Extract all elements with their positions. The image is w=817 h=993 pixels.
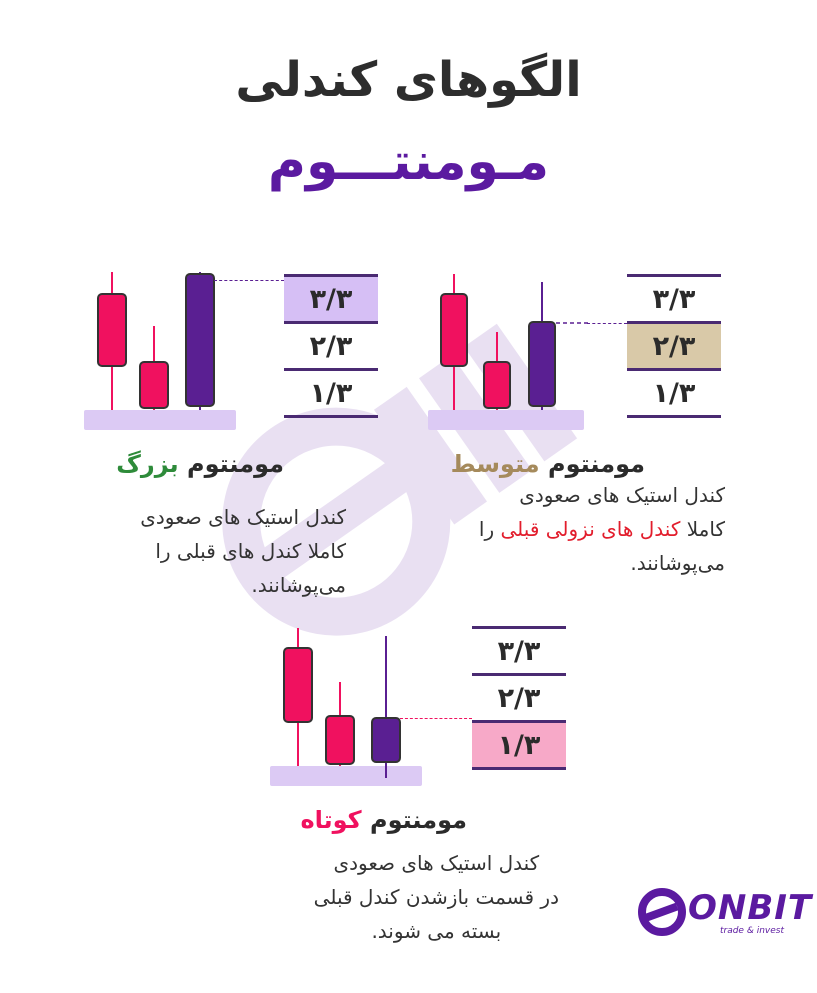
large-description: کندل استیک های صعودی کاملا کندل های قبلی… [140, 500, 346, 602]
desc-line: می‌پوشانند. [630, 551, 725, 575]
level-2-3: ۲/۳ [497, 682, 541, 714]
level-1-3: ۱/۳ [652, 377, 696, 409]
reference-line [214, 280, 284, 281]
desc-line: بسته می شوند. [371, 919, 502, 943]
bullish-candle [185, 273, 215, 407]
desc-line: کندل استیک های صعودی [519, 483, 725, 507]
bullish-candle [528, 321, 556, 407]
medium-description: کندل استیک های صعودی کاملا کندل های نزول… [479, 478, 725, 580]
bullish-candle [371, 717, 401, 763]
medium-levels-table: ۳/۳ ۲/۳ ۱/۳ [627, 274, 721, 418]
desc-line: کاملا کندل های قبلی را [155, 539, 346, 563]
level-2-3: ۲/۳ [309, 330, 353, 362]
page-subtitle: مـومنتـــوم [267, 132, 550, 192]
reference-line [400, 718, 472, 719]
level-1-3: ۱/۳ [309, 377, 353, 409]
desc-line: در قسمت بازشدن کندل قبلی [313, 885, 559, 909]
bearish-candle [283, 647, 313, 723]
medium-heading: مومنتوم متوسط [451, 450, 645, 478]
chart-base [84, 410, 236, 430]
level-2-3: ۲/۳ [627, 324, 721, 368]
page-title: الگوهای کندلی [235, 52, 582, 108]
bearish-candle [440, 293, 468, 367]
short-levels-table: ۳/۳ ۲/۳ ۱/۳ [472, 626, 566, 770]
bearish-candle [325, 715, 355, 765]
desc-text: کاملا [686, 517, 725, 541]
chart-base [270, 766, 422, 786]
level-1-3: ۱/۳ [472, 723, 566, 767]
logo-text: ONBIT [688, 888, 813, 928]
desc-line: می‌پوشانند. [251, 573, 346, 597]
chart-base [428, 410, 584, 430]
bearish-candle [139, 361, 169, 409]
desc-line: کندل استیک های صعودی [333, 851, 540, 875]
large-chart [84, 272, 236, 430]
desc-line: کندل استیک های صعودی [140, 505, 346, 529]
large-heading: مومنتوم بزرگ [116, 450, 284, 478]
bearish-candle [483, 361, 511, 409]
desc-highlight: کندل های نزولی قبلی [500, 517, 681, 541]
heading-type: متوسط [450, 450, 540, 478]
heading-prefix: مومنتوم [548, 450, 645, 478]
heading-type: کوتاه [300, 806, 362, 834]
desc-text: را [478, 517, 495, 541]
reference-line [587, 323, 627, 324]
brand-logo: ONBIT trade & invest [636, 884, 811, 944]
heading-prefix: مومنتوم [370, 806, 467, 834]
heading-prefix: مومنتوم [187, 450, 284, 478]
level-3-3: ۳/۳ [652, 283, 696, 315]
logo-mark-icon [638, 888, 686, 936]
level-3-3: ۳/۳ [284, 277, 378, 321]
desc-line: کاملا کندل های نزولی قبلی را [479, 512, 725, 546]
short-description: کندل استیک های صعودی در قسمت بازشدن کندل… [314, 846, 559, 948]
heading-type: بزرگ [116, 450, 179, 478]
medium-chart [428, 274, 590, 430]
short-chart [270, 628, 422, 786]
logo-tagline: trade & invest [719, 926, 784, 936]
short-heading: مومنتوم کوتاه [300, 806, 467, 834]
bearish-candle [97, 293, 127, 367]
large-levels-table: ۳/۳ ۲/۳ ۱/۳ [284, 274, 378, 418]
level-3-3: ۳/۳ [497, 635, 541, 667]
